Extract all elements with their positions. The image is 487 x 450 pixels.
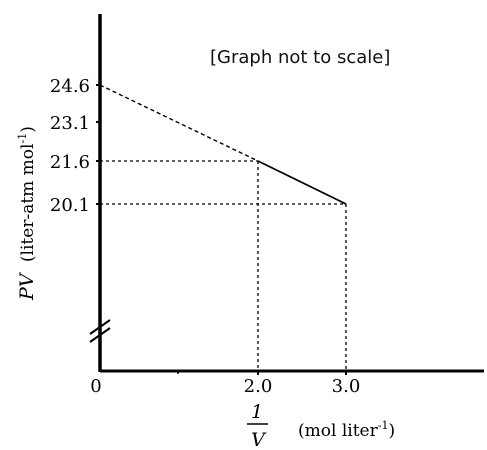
x-label-unit: (mol liter-1) xyxy=(298,419,395,441)
series-lines xyxy=(99,84,347,205)
series-line-extrapolated xyxy=(99,84,259,162)
x-axis-label: 1 V (mol liter-1) xyxy=(247,401,395,450)
y-tick-label: 21.6 xyxy=(50,152,90,173)
x-tick-label: 0 xyxy=(90,376,101,397)
y-tick-label: 24.6 xyxy=(50,76,90,97)
y-tick-label: 23.1 xyxy=(50,113,90,134)
y-tick-label: 20.1 xyxy=(50,195,90,216)
guide-lines xyxy=(100,160,347,371)
chart-note: [Graph not to scale] xyxy=(210,47,390,68)
x-label-denominator: V xyxy=(251,429,267,450)
y-axis-label: PV (liter-atm mol-1) xyxy=(16,126,38,301)
y-tick-labels: 24.6 23.1 21.6 20.1 xyxy=(50,76,100,216)
axis-break-mark xyxy=(89,319,111,343)
series-line-solid xyxy=(257,160,347,205)
x-label-numerator: 1 xyxy=(251,401,263,423)
x-tick-label: 3.0 xyxy=(332,376,361,397)
x-tick-labels: 0 2.0 3.0 xyxy=(90,370,360,397)
x-tick-label: 2.0 xyxy=(244,376,273,397)
